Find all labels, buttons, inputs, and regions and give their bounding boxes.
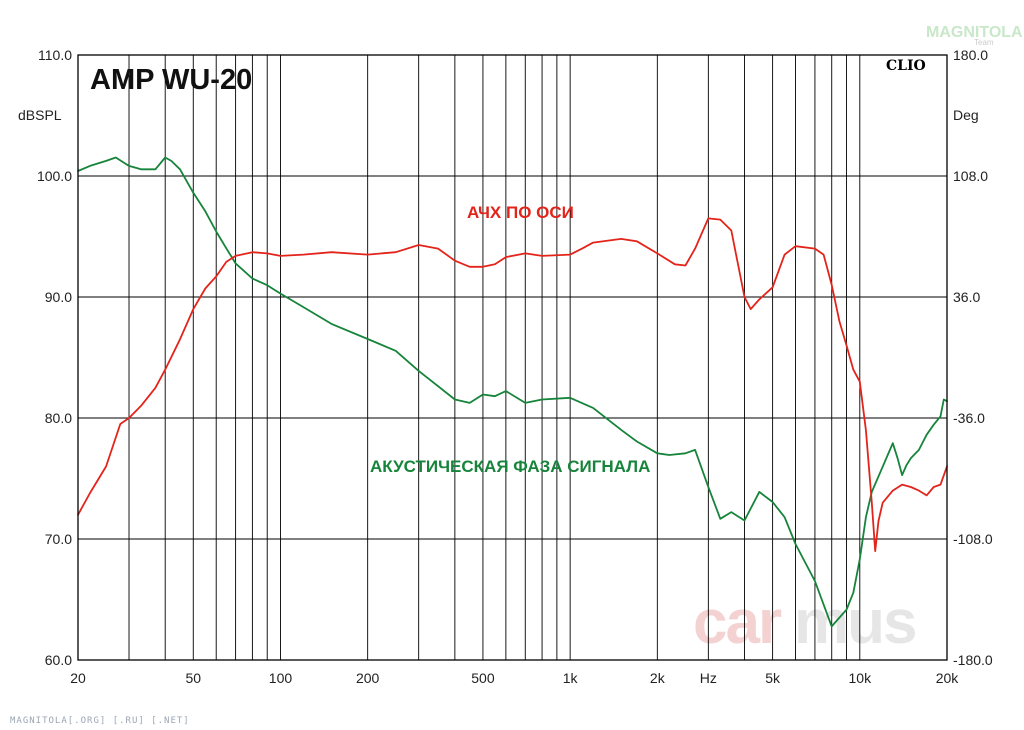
tick-labels: 20 50 100 200 500 1k 2k 5k 10k 20k Hz 60.0 70.0 80.0 9… xyxy=(37,47,993,686)
footer-text: MAGNITOLA[.ORG] [.RU] [.NET] xyxy=(10,716,190,726)
spl-annotation: АЧХ ПО ОСИ xyxy=(467,203,574,222)
logo-text: MAGNITOLA xyxy=(926,24,1023,41)
x-tick-label: 1k xyxy=(563,670,579,686)
right-y-tick-label: -180.0 xyxy=(953,652,993,668)
x-tick-label: 100 xyxy=(269,670,293,686)
right-y-tick-label: 180.0 xyxy=(953,47,988,63)
left-y-tick-label: 110.0 xyxy=(38,47,72,63)
x-tick-label: 20 xyxy=(70,670,86,686)
x-axis-label: Hz xyxy=(700,670,717,686)
left-axis-unit: dBSPL xyxy=(18,107,62,123)
spl-series-line xyxy=(77,217,948,552)
right-axis-unit: Deg xyxy=(953,107,979,123)
x-tick-label: 200 xyxy=(356,670,380,686)
left-y-tick-label: 60.0 xyxy=(45,652,72,668)
x-tick-label: 2k xyxy=(650,670,666,686)
right-y-tick-label: -108.0 xyxy=(953,531,993,547)
x-tick-label: 20k xyxy=(936,670,960,686)
left-y-tick-label: 80.0 xyxy=(45,410,72,426)
magnitola-logo: MAGNITOLA Team xyxy=(926,24,1023,47)
carmus-watermark: car mus xyxy=(693,588,917,657)
phase-annotation: АКУСТИЧЕСКАЯ ФАЗА СИГНАЛА xyxy=(370,457,650,476)
x-tick-label: 500 xyxy=(471,670,495,686)
right-y-tick-label: 108.0 xyxy=(953,168,988,184)
plot-frame xyxy=(77,54,948,661)
left-y-tick-label: 70.0 xyxy=(45,531,72,547)
right-y-tick-label: -36.0 xyxy=(953,410,985,426)
x-tick-label: 5k xyxy=(765,670,781,686)
logo-sub: Team xyxy=(974,38,994,47)
right-y-tick-label: 36.0 xyxy=(953,289,980,305)
x-tick-label: 50 xyxy=(185,670,201,686)
phase-series-line xyxy=(77,156,948,628)
watermark-part1: car xyxy=(693,588,782,657)
grid-lines xyxy=(78,55,947,660)
x-tick-label: 10k xyxy=(849,670,873,686)
plot-area xyxy=(77,156,948,628)
left-y-tick-label: 100.0 xyxy=(37,168,72,184)
left-y-tick-label: 90.0 xyxy=(45,289,72,305)
watermark-part2: mus xyxy=(794,588,915,657)
chart-title: AMP WU-20 xyxy=(90,64,252,96)
clio-brand: CLIO xyxy=(886,58,926,74)
